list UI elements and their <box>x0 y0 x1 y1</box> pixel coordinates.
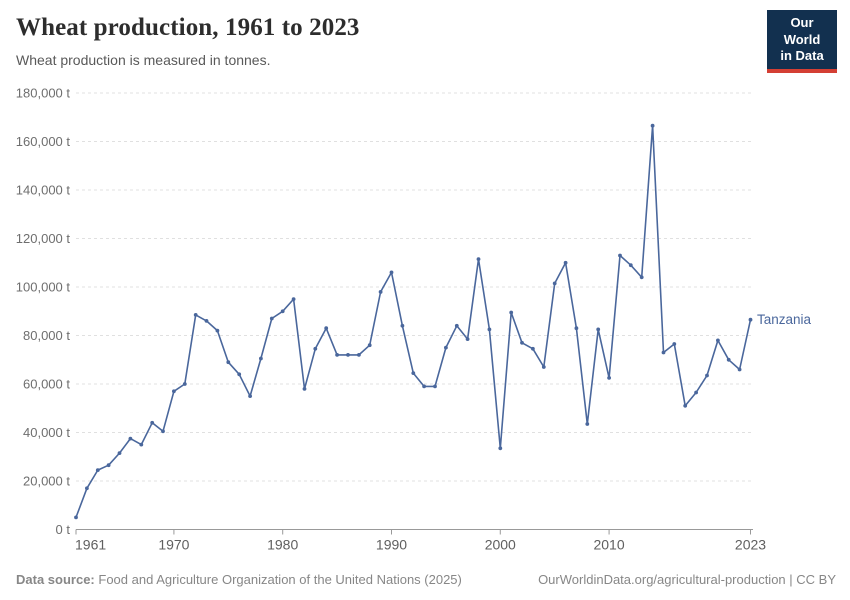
data-line[interactable] <box>75 124 752 519</box>
svg-text:1990: 1990 <box>376 537 407 553</box>
owid-logo-line1: Our World <box>783 15 821 47</box>
svg-text:1961: 1961 <box>75 537 106 553</box>
data-points[interactable] <box>74 123 753 520</box>
series-label-tanzania[interactable]: Tanzania <box>757 312 812 327</box>
svg-text:2000: 2000 <box>485 537 516 553</box>
x-axis: 1961 1970 1980 1990 2000 2010 2023 <box>75 529 766 553</box>
svg-text:1980: 1980 <box>267 537 298 553</box>
svg-text:140,000 t: 140,000 t <box>16 183 71 198</box>
data-source: Data source: Food and Agriculture Organi… <box>16 572 462 587</box>
svg-text:120,000 t: 120,000 t <box>16 231 71 246</box>
svg-text:20,000 t: 20,000 t <box>23 474 70 489</box>
footer-link[interactable]: OurWorldinData.org/agricultural-producti… <box>538 572 836 587</box>
data-source-text: Food and Agriculture Organization of the… <box>98 572 462 587</box>
svg-text:2023: 2023 <box>735 537 766 553</box>
chart-title: Wheat production, 1961 to 2023 <box>16 14 360 41</box>
svg-text:180,000 t: 180,000 t <box>16 86 71 101</box>
chart-footer: Data source: Food and Agriculture Organi… <box>16 572 836 587</box>
gridlines <box>76 92 753 530</box>
svg-text:100,000 t: 100,000 t <box>16 280 71 295</box>
owid-logo[interactable]: Our World in Data <box>767 10 837 73</box>
svg-text:160,000 t: 160,000 t <box>16 134 71 149</box>
owid-logo-line2: in Data <box>780 48 824 64</box>
data-source-label: Data source: <box>16 572 95 587</box>
svg-text:80,000 t: 80,000 t <box>23 328 70 343</box>
svg-text:1970: 1970 <box>158 537 189 553</box>
y-axis-labels: 0 t 20,000 t 40,000 t 60,000 t 80,000 t 100,0… <box>16 86 71 538</box>
svg-text:2010: 2010 <box>593 537 624 553</box>
chart-subtitle: Wheat production is measured in tonnes. <box>16 52 271 68</box>
svg-text:0 t: 0 t <box>56 522 71 537</box>
svg-text:40,000 t: 40,000 t <box>23 425 70 440</box>
svg-text:60,000 t: 60,000 t <box>23 377 70 392</box>
